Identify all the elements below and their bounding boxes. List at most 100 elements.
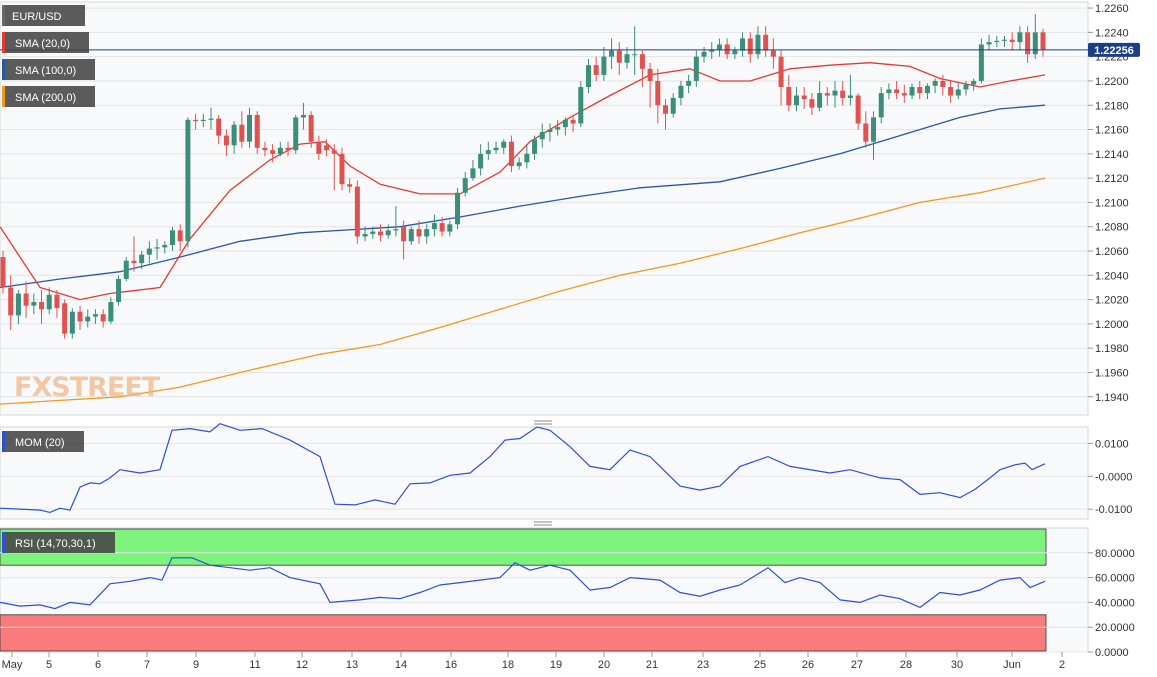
candle	[963, 80, 969, 96]
candle	[716, 38, 722, 57]
candle-body	[316, 141, 322, 154]
x-tick-label: 25	[754, 659, 766, 671]
candle-body	[31, 302, 37, 306]
candle	[562, 117, 568, 136]
x-tick-label: 12	[296, 659, 308, 671]
candle	[347, 178, 353, 193]
sma20-line	[0, 62, 1046, 301]
legend-sma20[interactable]: SMA (20,0)	[2, 32, 89, 53]
candle	[108, 297, 114, 324]
mom-tick-label: 0.0100	[1095, 438, 1129, 450]
candle-body	[716, 44, 722, 50]
candle-body	[971, 80, 977, 85]
candle	[793, 87, 799, 112]
x-tick-label: 28	[900, 659, 912, 671]
candle	[254, 111, 260, 154]
candle-body	[639, 54, 645, 69]
candle	[863, 111, 869, 148]
candle-body	[1001, 39, 1007, 41]
candle-body	[917, 87, 923, 94]
legend-mom[interactable]: MOM (20)	[2, 431, 84, 452]
candle	[778, 50, 784, 106]
legend-sma100[interactable]: SMA (100,0)	[2, 59, 95, 80]
candle-body	[285, 147, 291, 151]
rsi-tick-label: 20.0000	[1095, 622, 1135, 634]
candle-body	[562, 119, 568, 128]
candle-body	[585, 65, 591, 88]
candle	[940, 74, 946, 96]
sma200-line	[0, 177, 1046, 405]
candle	[732, 46, 738, 60]
rsi-overbought-zone	[0, 528, 1047, 566]
candle	[855, 93, 861, 130]
fxstreet-logo: FXSTREET	[14, 372, 161, 403]
legend-eurusd[interactable]: EUR/USD	[2, 5, 85, 26]
candle	[123, 257, 129, 282]
candle-body	[455, 192, 461, 225]
legend-rsi[interactable]: RSI (14,70,30,1)	[2, 532, 115, 553]
candle	[686, 74, 692, 94]
candle	[986, 34, 992, 51]
candle-body	[193, 119, 199, 122]
candle	[840, 80, 846, 106]
candle-body	[647, 68, 653, 81]
mom-tick-label: -0.0000	[1095, 471, 1132, 483]
candle-body	[262, 147, 268, 151]
price-tick-label: 1.2180	[1095, 100, 1129, 112]
x-tick-label: May	[2, 659, 23, 671]
candle-body	[493, 147, 499, 151]
candle-body	[909, 87, 915, 96]
candle-body	[231, 124, 237, 146]
candle	[809, 93, 815, 115]
candle	[616, 42, 622, 75]
panel-resize-handle[interactable]	[534, 521, 552, 526]
candle-body	[23, 293, 29, 306]
candle-body	[740, 38, 746, 51]
candle-body	[277, 147, 283, 154]
candle-body	[216, 118, 222, 136]
candle-body	[994, 40, 1000, 43]
candle-body	[817, 93, 823, 108]
x-tick-label: 7	[144, 659, 150, 671]
candle	[139, 251, 145, 270]
legend-sma200[interactable]: SMA (200,0)	[2, 86, 95, 107]
candle-body	[185, 119, 191, 242]
candle-body	[532, 139, 538, 154]
rsi-tick-label: 40.0000	[1095, 597, 1135, 609]
candle	[308, 111, 314, 148]
candle	[593, 56, 599, 81]
candle	[300, 102, 306, 130]
x-tick-label: 26	[802, 659, 814, 671]
candle	[763, 26, 769, 57]
candle	[424, 224, 430, 244]
legend-sma200-label: SMA (200,0)	[15, 92, 76, 104]
candle-body	[0, 257, 6, 288]
candle-body	[123, 260, 129, 279]
candle	[508, 135, 514, 173]
candle-body	[632, 54, 638, 56]
candle	[978, 38, 984, 84]
candle	[177, 224, 183, 252]
candle-body	[955, 89, 961, 96]
candle	[1017, 26, 1023, 51]
candle-body	[347, 184, 353, 187]
candle	[516, 157, 522, 170]
candle-body	[324, 145, 330, 151]
candle	[416, 220, 422, 244]
candle	[154, 238, 160, 260]
candle	[46, 287, 52, 315]
candle	[955, 83, 961, 100]
price-tick-label: 1.1940	[1095, 392, 1129, 404]
candle-body	[208, 118, 214, 120]
momentum-panel: 0.0100 -0.0000 -0.0100	[0, 423, 1132, 520]
x-tick-label: 16	[445, 659, 457, 671]
candle-body	[8, 287, 14, 316]
panel-resize-handle[interactable]	[534, 420, 552, 425]
candle-body	[239, 124, 245, 142]
candle	[801, 87, 807, 109]
candle-body	[54, 294, 60, 309]
candle-body	[46, 294, 52, 310]
candle-body	[408, 229, 414, 242]
candle	[455, 187, 461, 230]
candle	[670, 93, 676, 118]
